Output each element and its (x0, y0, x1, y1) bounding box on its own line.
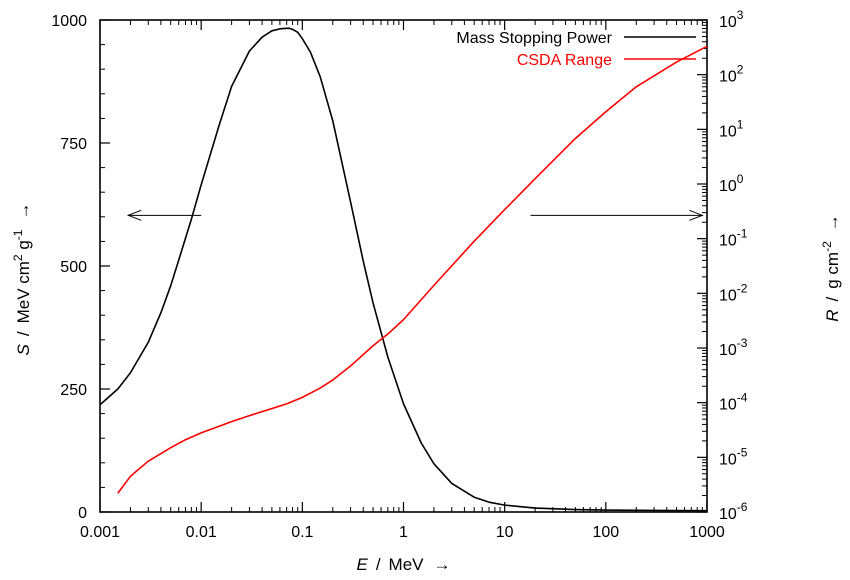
y-right-tick-label: 10-4 (719, 391, 748, 414)
y-axis-left-title: S/MeV cm2 g-1→ (11, 203, 33, 356)
x-tick-label: 0.001 (80, 524, 120, 541)
x-tick-label: 10 (496, 524, 514, 541)
x-axis-title: E / MeV → (356, 555, 450, 574)
x-tick-label: 100 (592, 524, 619, 541)
arrow-left-head (126, 209, 142, 221)
x-tick-label: 1 (399, 524, 408, 541)
y-left-tick-label: 750 (60, 136, 87, 153)
y-right-tick-label: 100 (719, 172, 744, 195)
y-right-tick-label: 103 (719, 8, 744, 31)
series-line-csda-range (117, 45, 708, 494)
plot-frame (99, 19, 708, 513)
legend-label-mass-stopping-power: Mass Stopping Power (456, 30, 612, 47)
x-tick-label: 0.1 (291, 524, 313, 541)
x-tick-label: 1000 (689, 524, 725, 541)
y-right-tick-label: 10-3 (719, 336, 748, 359)
x-tick-label: 0.01 (186, 524, 217, 541)
y-right-tick-label: 10-6 (719, 500, 748, 523)
legend: Mass Stopping Power CSDA Range (456, 30, 696, 69)
ticks-layer: 0.001 0.01 0.1 1 10 100 10000250500750100010-6… (51, 8, 747, 541)
y-left-tick-label: 250 (60, 382, 87, 399)
legend-label-csda-range: CSDA Range (517, 52, 612, 69)
series-layer (99, 27, 708, 512)
y-left-tick-label: 1000 (51, 13, 87, 30)
series-line-mass-stopping-power (99, 27, 708, 512)
y-left-tick-label: 500 (60, 259, 87, 276)
y-right-tick-label: 10-1 (719, 227, 748, 250)
annotation-layer (126, 209, 704, 221)
y-axis-right-title: R/g cm-2→ (820, 214, 842, 322)
y-right-tick-label: 10-5 (719, 445, 748, 468)
y-right-tick-label: 101 (719, 117, 744, 140)
svg-text:R/g cm-2→: R/g cm-2→ (820, 214, 842, 322)
svg-text:S/MeV cm2 g-1→: S/MeV cm2 g-1→ (11, 203, 33, 356)
y-right-tick-label: 10-2 (719, 281, 748, 304)
arrow-right-head (689, 209, 704, 221)
y-right-tick-label: 102 (719, 63, 744, 86)
y-left-tick-label: 0 (78, 505, 87, 522)
